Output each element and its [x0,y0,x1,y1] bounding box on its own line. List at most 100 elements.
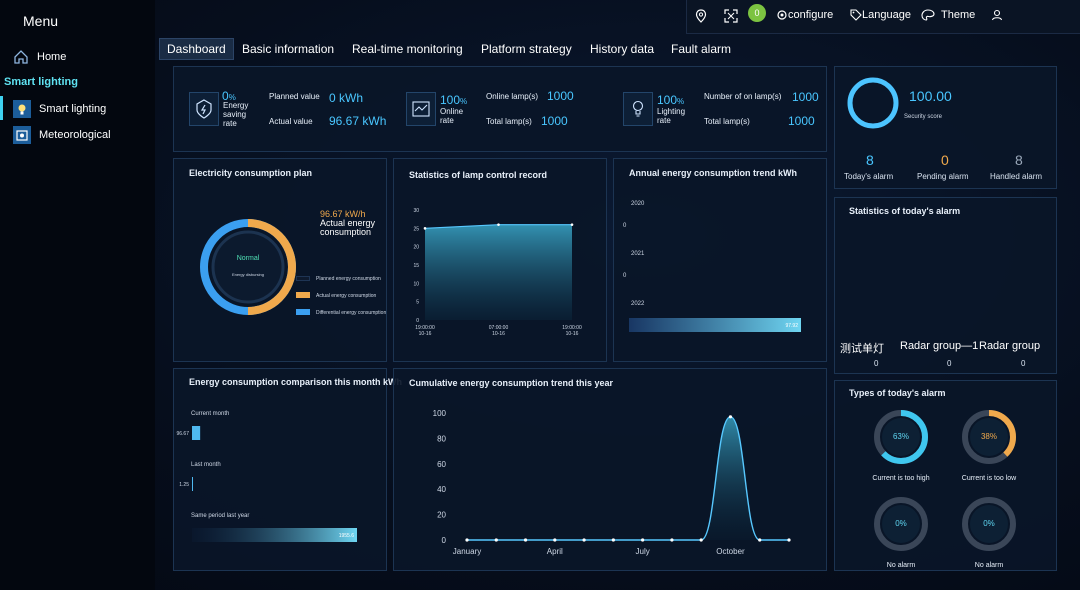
total-lamps-value: 1000 [541,114,568,128]
data-point [497,223,500,226]
ring-progress [962,410,1016,464]
online-lamps-label: Online lamp(s) [486,92,539,101]
y-tick-label: 5 [416,300,419,306]
lighting-total-value: 1000 [788,114,815,128]
comparison-title: Energy consumption comparison this month… [189,377,403,387]
bar-value-label: 0 [623,223,627,229]
y-tick-label: 100 [433,409,447,418]
tab-basic-information[interactable]: Basic information [242,42,335,56]
y-tick-label: 25 [413,226,419,232]
ring-percent: 0% [983,519,995,528]
annual-energy-title: Annual energy consumption trend kWh [629,168,798,178]
y-tick-label: 15 [413,263,419,269]
legend-swatch-actual [296,292,310,298]
ring-center [970,418,1008,456]
bar [192,528,357,542]
lamp-record-chart: 0 5 10 15 20 25 30 19:00:00 10-16 07:00:00 10-16 19… [413,208,582,337]
home-icon [14,50,28,64]
data-point [582,538,586,542]
gear-icon [777,10,787,20]
bar-value-label: 96.67 [176,431,189,437]
alarm-group-name-1: 测试单灯 [840,343,884,355]
y-tick-label: 20 [413,245,419,251]
alarm-type-ring: 38% [961,409,1017,470]
legend-planned-label: Planned energy consumption [316,276,381,282]
data-point [611,538,615,542]
bar-value-label: 1.25 [179,482,189,488]
configure-button[interactable]: configure [776,9,833,21]
user-icon[interactable] [991,9,1003,21]
handled-alarm-label: Handled alarm [990,172,1043,181]
series-area [467,416,789,540]
tab-platform-strategy[interactable]: Platform strategy [481,42,572,56]
bar-value-label: 0 [623,273,627,279]
fullscreen-icon[interactable] [724,9,738,23]
data-point [553,538,557,542]
total-lamps-label: Total lamp(s) [486,117,532,126]
x-tick-label: 19:00:00 10-16 [562,325,582,337]
year-label: 2022 [631,301,645,307]
tab-fault-alarm[interactable]: Fault alarm [671,42,732,56]
legend-differential-label: Differential energy consumption [316,310,387,316]
location-icon[interactable] [694,9,708,23]
energy-saving-rate: 0% [222,89,236,103]
alarm-type-ring: 0% [961,496,1017,557]
cumulative-chart: 0 20 40 60 80 100 January April July October [433,409,791,556]
alarm-group-count-2: 0 [947,359,952,368]
data-point [494,538,498,542]
ring-label: Current is too high [872,475,930,482]
year-label: 2021 [631,251,645,257]
palette-icon [921,9,935,21]
tab-dashboard[interactable]: Dashboard [159,38,234,60]
alarm-group-count-3: 0 [1021,359,1026,368]
ring-label: No alarm [974,562,1004,569]
language-button[interactable]: Language [850,9,911,21]
data-point [423,227,427,230]
notification-badge[interactable]: 0 [748,4,766,22]
sidebar-item-smart-lighting[interactable]: Smart lighting [13,99,106,119]
security-gauge [847,77,899,129]
online-rate-icon [406,92,436,126]
sidebar-item-home[interactable]: Home [13,47,66,67]
bar-value-label: 1955.6 [339,533,355,539]
online-rate-label: Online rate [440,107,464,125]
data-point [670,538,674,542]
ring-gauge [962,410,1016,464]
sidebar-item-meteorological[interactable]: Meteorological [13,125,111,145]
bar [192,477,193,491]
donut-center-status: Normal [236,255,260,262]
theme-button[interactable]: Theme [921,9,975,21]
bar [629,318,801,332]
alarm-types-title: Types of today's alarm [849,388,946,398]
data-point [758,538,762,542]
sidebar-item-label: Smart lighting [39,103,107,115]
tab-real-time-monitoring[interactable]: Real-time monitoring [352,42,463,56]
lightbulb-icon [13,100,31,118]
theme-label: Theme [941,9,976,21]
x-tick-label: 19:00:00 10-16 [415,325,435,337]
lighting-rate: 100% [657,93,685,107]
tab-history-data[interactable]: History data [590,42,655,56]
category-label: Same period last year [191,513,249,519]
ring-percent: 38% [980,432,997,441]
x-tick-label: January [453,547,481,556]
security-score-label: Security score [904,114,943,120]
sidebar-item-label: Home [37,51,67,63]
data-point [465,538,469,542]
alarm-stats-title: Statistics of today's alarm [849,206,961,216]
lighting-rate-icon [623,92,653,126]
ring-percent: 63% [892,432,909,441]
planned-value: 0 kWh [329,91,364,105]
y-tick-label: 0 [416,318,419,324]
donut-center-sub: Energy disbursing [231,272,265,277]
actual-consumption-value: 96.67 kW/h [320,209,366,219]
sidebar-group-smart-lighting[interactable]: Smart lighting [4,76,78,88]
data-point [641,538,645,542]
alarm-type-ring: 63% [873,409,929,470]
actual-consumption-label: Actual energy consumption [320,218,376,237]
lighting-rate-label: Lighting rate [657,107,686,125]
data-point [787,538,791,542]
actual-value: 96.67 kWh [329,114,387,128]
series-area [425,224,572,320]
menu-title: Menu [23,13,59,29]
